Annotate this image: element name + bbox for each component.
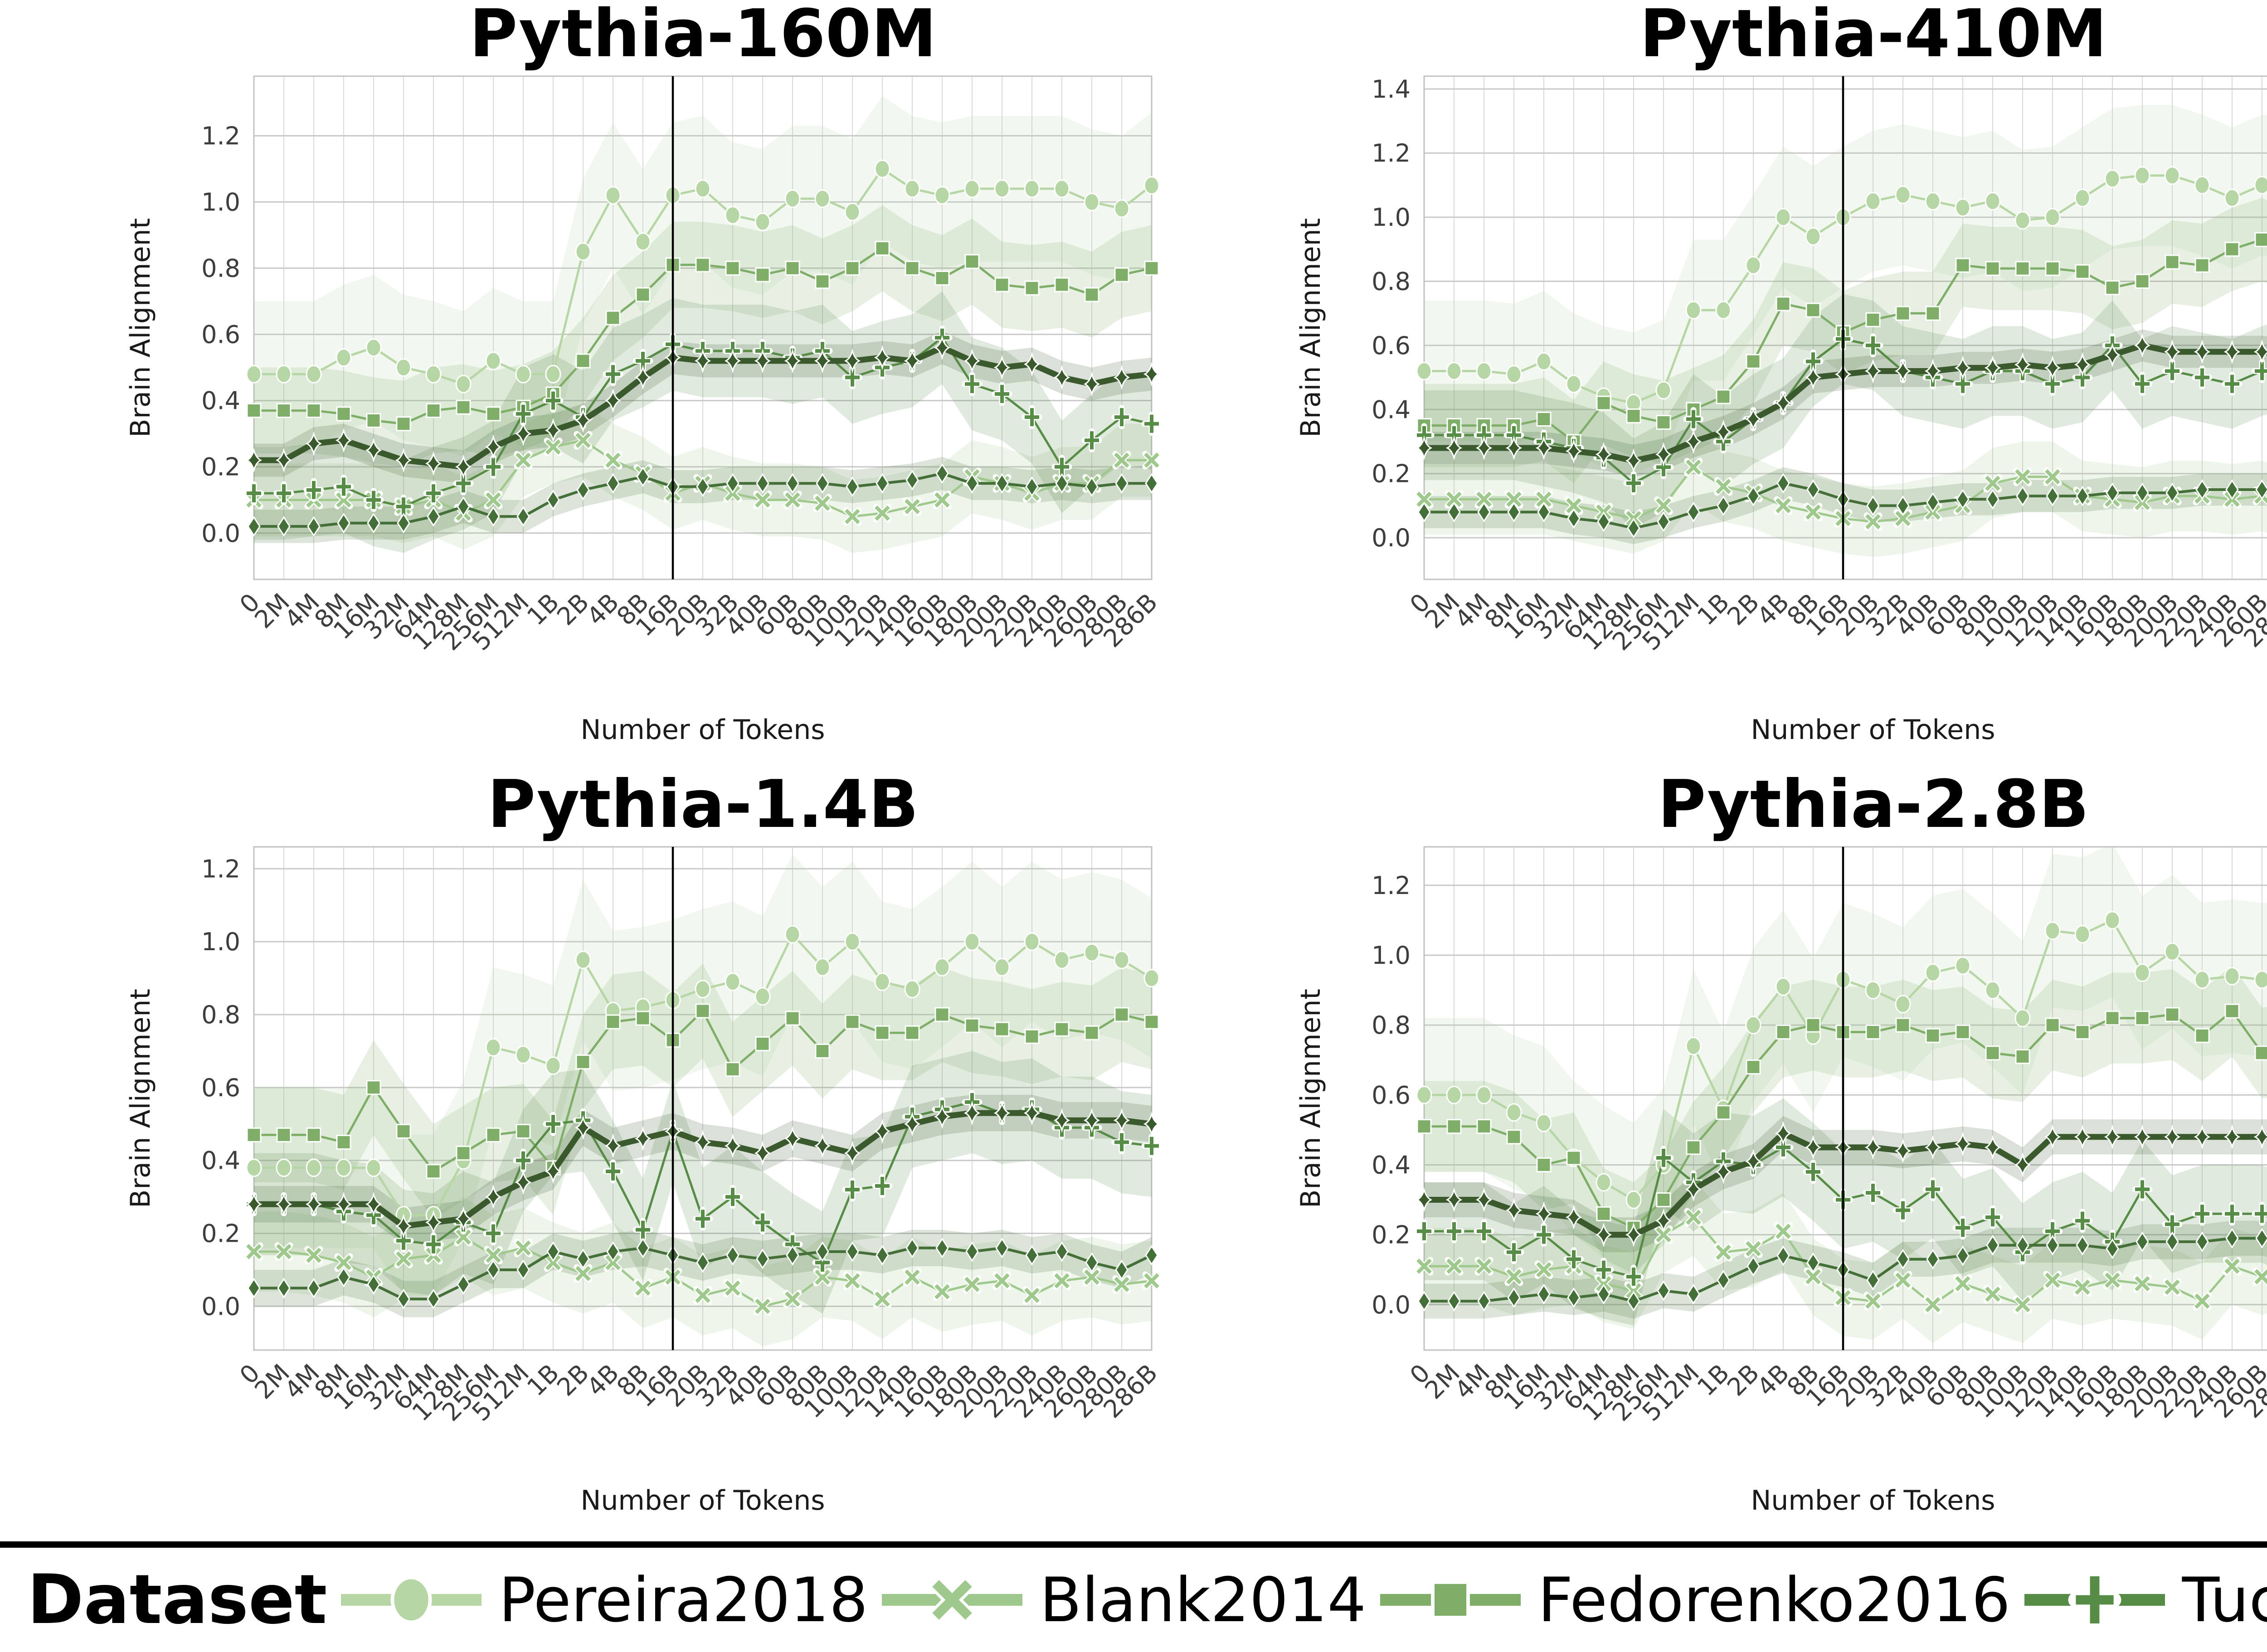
svg-text:0.2: 0.2 <box>201 453 240 481</box>
svg-text:1.4: 1.4 <box>1372 75 1411 103</box>
svg-text:0.2: 0.2 <box>201 1220 240 1248</box>
subplot-title: Pythia-410M <box>1639 0 2107 72</box>
svg-text:1.2: 1.2 <box>201 855 240 883</box>
svg-text:0.4: 0.4 <box>201 1147 240 1175</box>
svg-text:1.0: 1.0 <box>201 188 240 217</box>
legend-title: Dataset <box>27 1560 327 1639</box>
subplot-pythia-160m: Pythia-160M 0.0 0.2 0.4 0.6 0.8 1.0 1.2 0 2M 4M 8M… <box>0 0 1170 771</box>
charts-grid: Pythia-160M 0.0 0.2 0.4 0.6 0.8 1.0 1.2 0 2M 4M 8M… <box>0 0 2267 1541</box>
svg-text:0.8: 0.8 <box>1372 1011 1411 1040</box>
svg-text:Number of Tokens: Number of Tokens <box>1751 1485 1995 1516</box>
legend-item-pereira2018: Pereira2018 <box>336 1557 868 1643</box>
svg-text:0.6: 0.6 <box>1372 331 1411 360</box>
fedorenko2016-square-marker-icon <box>1380 1580 1521 1619</box>
subplot-pythia-1-4b: Pythia-1.4B 0.0 0.2 0.4 0.6 0.8 1.0 1.2 0 2M 4M 8M… <box>0 771 1170 1541</box>
pereira2018-circle-marker-icon <box>341 1575 482 1624</box>
svg-text:1.2: 1.2 <box>201 121 240 150</box>
legend-separator-line <box>0 1541 2267 1548</box>
chart-pythia-160m: 0.00.20.40.60.81.01.202M4M8M16M32M64M128… <box>125 75 1163 746</box>
svg-text:0.8: 0.8 <box>1372 267 1411 296</box>
svg-text:0.6: 0.6 <box>1372 1081 1411 1109</box>
svg-text:0.2: 0.2 <box>1372 460 1411 488</box>
svg-text:0.8: 0.8 <box>201 254 240 283</box>
legend-label: Pereira2018 <box>498 1564 868 1636</box>
subplot-pythia-2-8b: Pythia-2.8B 0.0 0.2 0.4 0.6 0.8 1.0 1.2 0 2M 4M 8M… <box>1170 771 2267 1541</box>
subplot-title: Pythia-160M <box>469 0 937 72</box>
svg-text:Number of Tokens: Number of Tokens <box>1751 714 1995 746</box>
svg-text:0.0: 0.0 <box>201 1292 240 1321</box>
svg-text:Number of Tokens: Number of Tokens <box>581 714 825 746</box>
subplot-pythia-410m: Pythia-410M 0.0 0.2 0.4 0.6 0.8 1.0 1.2 1.4 0 2M 4… <box>1170 0 2267 771</box>
svg-text:1.0: 1.0 <box>1372 941 1411 970</box>
svg-text:1.0: 1.0 <box>201 928 240 956</box>
legend-label: Fedorenko2016 <box>1537 1564 2011 1636</box>
svg-text:0.0: 0.0 <box>1372 524 1411 552</box>
blank2014-x-marker-icon <box>882 1575 1023 1624</box>
svg-text:1.2: 1.2 <box>1372 871 1411 900</box>
svg-text:0.4: 0.4 <box>1372 395 1411 424</box>
svg-text:0.8: 0.8 <box>201 1001 240 1029</box>
svg-text:1.2: 1.2 <box>1372 139 1411 168</box>
chart-pythia-1-4b: 0.00.20.40.60.81.01.202M4M8M16M32M64M128… <box>125 846 1163 1516</box>
svg-text:0.6: 0.6 <box>201 321 240 349</box>
tuckute2024-plus-marker-icon <box>2024 1569 2165 1631</box>
chart-pythia-410m: 0.00.20.40.60.81.01.21.402M4M8M16M32M64M… <box>1295 75 2267 746</box>
svg-text:0.0: 0.0 <box>1372 1291 1411 1319</box>
chart-pythia-2-8b: 0.00.20.40.60.81.01.202M4M8M16M32M64M128… <box>1295 846 2267 1516</box>
legend-item-blank2014: Blank2014 <box>877 1557 1366 1643</box>
legend: Dataset Pereira2018 Blank2014 Fedorenko2… <box>0 1548 2267 1652</box>
svg-text:0.0: 0.0 <box>201 519 240 548</box>
svg-text:Brain Alignment: Brain Alignment <box>1295 989 1327 1208</box>
svg-text:0.6: 0.6 <box>201 1074 240 1102</box>
svg-text:Brain Alignment: Brain Alignment <box>1295 218 1327 437</box>
subplot-title: Pythia-1.4B <box>487 766 919 843</box>
legend-item-fedorenko2016: Fedorenko2016 <box>1376 1557 2010 1643</box>
legend-label: Tuckute2024 <box>2182 1564 2267 1636</box>
svg-text:Brain Alignment: Brain Alignment <box>125 989 156 1208</box>
legend-label: Blank2014 <box>1040 1564 1367 1636</box>
svg-text:Brain Alignment: Brain Alignment <box>125 218 156 437</box>
svg-text:0.4: 0.4 <box>1372 1151 1411 1179</box>
svg-text:Number of Tokens: Number of Tokens <box>581 1485 825 1516</box>
svg-text:0.2: 0.2 <box>1372 1221 1411 1249</box>
svg-text:0.4: 0.4 <box>201 387 240 415</box>
svg-text:1.0: 1.0 <box>1372 203 1411 232</box>
legend-item-tuckute2024: Tuckute2024 <box>2020 1557 2267 1643</box>
subplot-title: Pythia-2.8B <box>1658 766 2089 843</box>
